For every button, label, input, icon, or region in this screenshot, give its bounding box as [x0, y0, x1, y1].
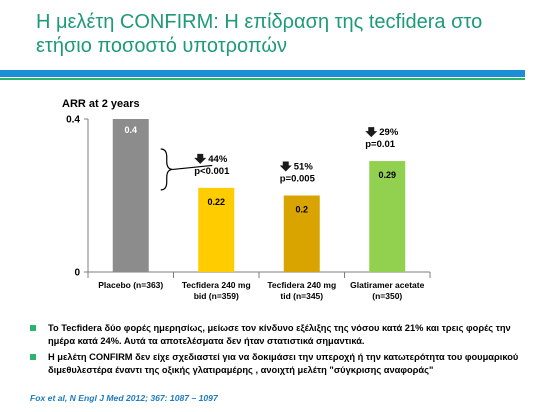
- comparison-bracket: [160, 148, 173, 191]
- down-arrow-icon: [194, 153, 207, 164]
- x-tick-label: Glatiramer acetate: [350, 280, 424, 290]
- bar-value-label: 0.22: [207, 197, 225, 207]
- chart-title: ARR at 2 years: [62, 98, 140, 110]
- p-value-label: p<0.001: [194, 166, 230, 177]
- p-value-label: p=0.005: [280, 174, 316, 185]
- bar-value-label: 0.4: [124, 125, 137, 135]
- x-tick-label: (n=350): [372, 291, 402, 301]
- title-rule-green: [0, 78, 525, 80]
- bullet-item: Το Tecfidera δύο φορές ημερησίως, μείωσε…: [30, 322, 535, 348]
- slide-title: Η μελέτη CONFIRM: Η επίδραση της tecfide…: [36, 11, 483, 57]
- bar: [198, 187, 235, 272]
- bullet-square-icon: [30, 325, 36, 331]
- x-tick-label: bid (n=359): [194, 291, 239, 301]
- arr-bar-chart: 0 0.4 0.4 Placebo (n=363) 0.22 Tecfidera 240 …: [66, 115, 431, 301]
- p-value-label: p=0.01: [365, 139, 396, 150]
- bullet-item: Η μελέτη CONFIRM δεν είχε σχεδιαστεί για…: [30, 351, 535, 377]
- reduction-pct-label: 51%: [294, 162, 314, 173]
- down-arrow-icon: [279, 161, 292, 172]
- x-tick-label: Placebo (n=363): [98, 280, 163, 290]
- reduction-pct-label: 44%: [208, 154, 228, 165]
- x-tick-label: tid (n=345): [280, 291, 323, 301]
- x-tick-label: Tecfidera 240 mg: [182, 280, 251, 290]
- bullet-text: Το Tecfidera δύο φορές ημερησίως, μείωσε…: [48, 323, 511, 346]
- reduction-pct-label: 29%: [379, 127, 399, 138]
- bar: [283, 195, 320, 272]
- bar: [369, 161, 406, 272]
- bullet-list: Το Tecfidera δύο φορές ημερησίως, μείωσε…: [30, 322, 535, 380]
- citation: Fox et al, N Engl J Med 2012; 367: 1087 …: [30, 393, 218, 403]
- bar: [112, 119, 149, 272]
- bullet-text: Η μελέτη CONFIRM δεν είχε σχεδιαστεί για…: [48, 352, 519, 375]
- bullet-square-icon: [30, 354, 36, 360]
- bar-value-label: 0.2: [295, 205, 308, 215]
- y-tick-label: 0.4: [66, 115, 80, 126]
- y-tick-label: 0: [74, 268, 80, 279]
- x-tick-label: Tecfidera 240 mg: [267, 280, 336, 290]
- bracket-connector: [172, 164, 213, 171]
- title-rule-blue: [0, 70, 525, 77]
- bar-value-label: 0.29: [378, 170, 396, 180]
- down-arrow-icon: [365, 127, 378, 138]
